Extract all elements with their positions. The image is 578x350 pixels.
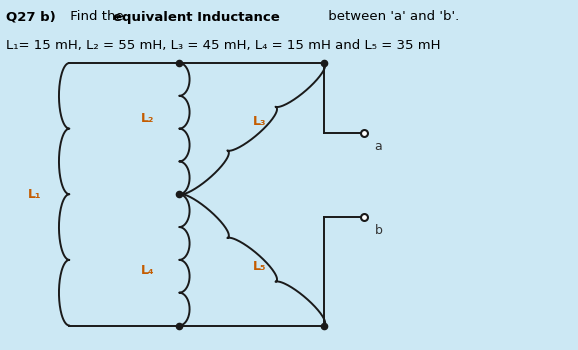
Text: L₁: L₁ bbox=[28, 188, 42, 201]
Text: a: a bbox=[375, 140, 383, 154]
Text: b: b bbox=[375, 224, 383, 238]
Text: L₁= 15 mH, L₂ = 55 mH, L₃ = 45 mH, L₄ = 15 mH and L₅ = 35 mH: L₁= 15 mH, L₂ = 55 mH, L₃ = 45 mH, L₄ = … bbox=[6, 38, 440, 51]
Text: Find the: Find the bbox=[66, 10, 128, 23]
Text: Q27 b): Q27 b) bbox=[6, 10, 55, 23]
Text: L₅: L₅ bbox=[253, 260, 267, 273]
Text: L₃: L₃ bbox=[253, 115, 267, 128]
Text: between 'a' and 'b'.: between 'a' and 'b'. bbox=[324, 10, 459, 23]
Text: equivalent Inductance: equivalent Inductance bbox=[113, 10, 279, 23]
Text: L₂: L₂ bbox=[140, 112, 154, 125]
Text: L₄: L₄ bbox=[140, 264, 154, 277]
